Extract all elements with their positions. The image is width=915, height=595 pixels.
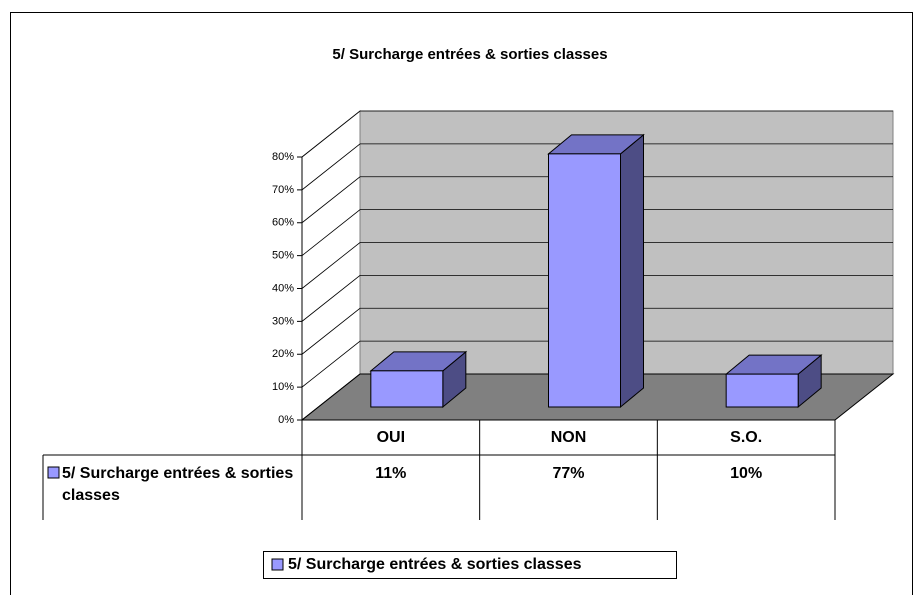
- bar-side: [620, 133, 644, 409]
- chart-title: 5/ Surcharge entrées & sorties classes: [332, 46, 607, 63]
- grid-line: [301, 274, 893, 322]
- series-label: 5/ Surcharge entrées & sorties classes: [62, 465, 294, 504]
- y-tick-label: 40%: [272, 282, 294, 294]
- bar-front: [725, 373, 799, 408]
- legend-box: [263, 551, 677, 579]
- table-legend-key: [47, 466, 60, 479]
- bar-front: [370, 370, 444, 408]
- grid-line: [301, 176, 893, 224]
- legend-label: 5/ Surcharge entrées & sorties classes: [288, 556, 582, 573]
- bar: [547, 133, 645, 409]
- y-tick-label: 60%: [272, 217, 294, 229]
- y-tick-label: 0%: [278, 414, 294, 426]
- x-tick-label: OUI: [377, 429, 405, 446]
- legend-key: [271, 558, 284, 571]
- y-tick-label: 50%: [272, 250, 294, 262]
- table-row-label: 5/ Surcharge entrées & sorties classes: [62, 465, 294, 504]
- data-label: 10%: [730, 465, 762, 482]
- grid-line: [301, 307, 893, 355]
- bar-front: [548, 153, 621, 408]
- x-tick-label: S.O.: [730, 429, 762, 446]
- y-tick-label: 30%: [272, 315, 294, 327]
- grid-line: [301, 242, 893, 289]
- x-tick-label: NON: [551, 429, 587, 446]
- grid-line: [301, 110, 893, 158]
- data-label: 77%: [552, 465, 584, 482]
- grid-line: [301, 340, 893, 388]
- grid-line: [301, 209, 893, 256]
- grid-line: [301, 373, 893, 421]
- y-tick-label: 20%: [272, 348, 294, 360]
- bar: [724, 354, 823, 409]
- y-tick-label: 80%: [272, 151, 294, 163]
- grid-line: [301, 143, 893, 191]
- data-label: 11%: [375, 465, 406, 482]
- y-tick-label: 10%: [272, 381, 294, 393]
- y-tick-label: 70%: [272, 184, 294, 196]
- bar: [369, 350, 468, 409]
